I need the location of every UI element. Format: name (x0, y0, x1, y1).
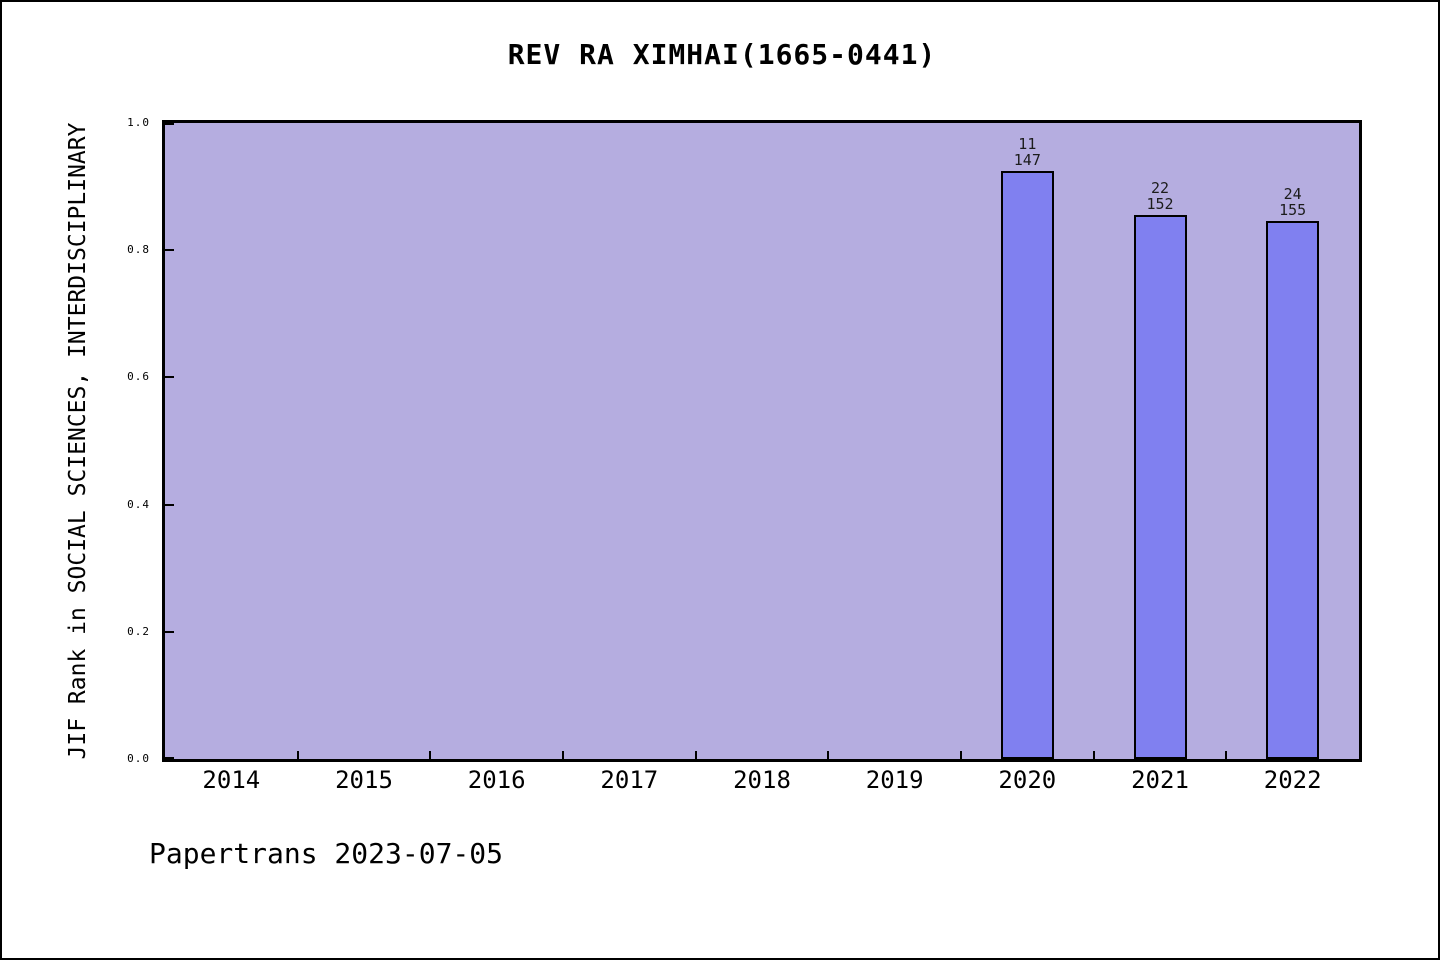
y-tick-label: 0.6 (127, 370, 150, 384)
y-axis-label: JIF Rank in SOCIAL SCIENCES, INTERDISCIP… (65, 122, 91, 760)
bar-rank: 22 (1150, 179, 1170, 198)
y-tick-mark (165, 123, 174, 125)
bar-total: 152 (1146, 195, 1174, 214)
bar-rank: 24 (1283, 185, 1302, 204)
y-tick-label: 0.2 (127, 624, 150, 638)
bar-total: 155 (1279, 201, 1307, 220)
x-tick-mark (1092, 751, 1095, 759)
x-tick-label: 2022 (1263, 766, 1322, 794)
bar-2021 (1133, 215, 1187, 759)
x-tick-label: 2018 (733, 766, 791, 794)
x-tick-mark (694, 751, 697, 759)
x-tick-mark (296, 751, 299, 759)
bar-rank: 11 (1018, 134, 1037, 153)
x-tick-mark (429, 751, 432, 759)
bar-total: 147 (1013, 150, 1041, 169)
chart-title: REV RA XIMHAI(1665-0441) (507, 38, 937, 71)
x-tick-label: 2021 (1131, 766, 1189, 794)
x-tick-label: 2019 (865, 766, 924, 794)
x-tick-mark (1225, 751, 1228, 759)
y-axis-tick-labels: 0.0 0.2 0.4 0.6 0.8 1.0 (98, 116, 150, 765)
bar-2020 (1000, 170, 1054, 759)
x-axis-tick-labels: 2014 2015 2016 2017 2018 2019 2020 2021 2022 (165, 766, 1359, 798)
y-tick-label: 1.0 (127, 116, 150, 129)
x-tick-label: 2017 (600, 766, 659, 794)
plot-area: 11 147 22 152 24 155 (162, 120, 1362, 762)
x-tick-label: 2016 (467, 766, 526, 794)
y-tick-mark (165, 757, 174, 759)
bar-2022 (1266, 221, 1320, 759)
y-tick-label: 0.8 (127, 243, 150, 257)
x-tick-label: 2020 (998, 766, 1057, 794)
y-tick-label: 0.4 (127, 497, 150, 511)
watermark-text: Papertrans 2023-07-05 (149, 837, 504, 870)
y-tick-mark (165, 503, 174, 506)
y-tick-mark (165, 630, 174, 633)
x-tick-mark (562, 751, 564, 759)
y-tick-label: 0.0 (127, 752, 150, 765)
y-tick-mark (165, 249, 174, 252)
bar-annotation-2022: 24 155 (1279, 186, 1306, 218)
y-tick-mark (165, 376, 174, 379)
x-tick-mark (960, 751, 962, 759)
bar-annotation-2021: 22 152 (1146, 180, 1173, 212)
x-tick-label: 2014 (202, 766, 261, 794)
bar-annotation-2020: 11 147 (1014, 136, 1041, 168)
x-tick-mark (827, 751, 830, 759)
x-tick-label: 2015 (335, 766, 393, 794)
